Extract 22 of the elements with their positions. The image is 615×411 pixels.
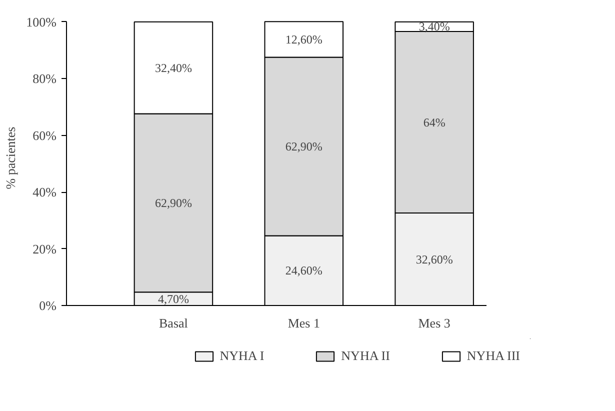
data-label: 32,40% xyxy=(154,60,192,75)
y-tick-label: 0% xyxy=(39,298,57,313)
data-label: 12,60% xyxy=(285,32,322,46)
data-label: 62,90% xyxy=(154,196,192,210)
data-label: 32,60% xyxy=(416,252,453,266)
data-label: 62,90% xyxy=(285,140,322,154)
x-tick-label: Mes 3 xyxy=(418,316,450,330)
data-label: 24,60% xyxy=(285,264,322,278)
y-tick-label: 80% xyxy=(32,71,57,86)
data-label: 64% xyxy=(423,115,446,130)
data-label: 3,40% xyxy=(418,20,450,34)
y-tick-label: 100% xyxy=(26,14,57,30)
y-tick-label: 40% xyxy=(32,184,57,200)
legend-label: NYHA III xyxy=(466,348,520,364)
y-axis-title: % pacientes xyxy=(3,126,18,190)
y-tick-label: 60% xyxy=(32,128,57,143)
x-tick-label: Basal xyxy=(159,316,188,330)
legend-label: NYHA II xyxy=(341,348,390,364)
legend-label: NYHA I xyxy=(220,348,264,364)
data-label: 4,70% xyxy=(158,292,189,306)
y-tick-label: 20% xyxy=(32,241,57,256)
x-tick-label: Mes 1 xyxy=(288,316,320,330)
